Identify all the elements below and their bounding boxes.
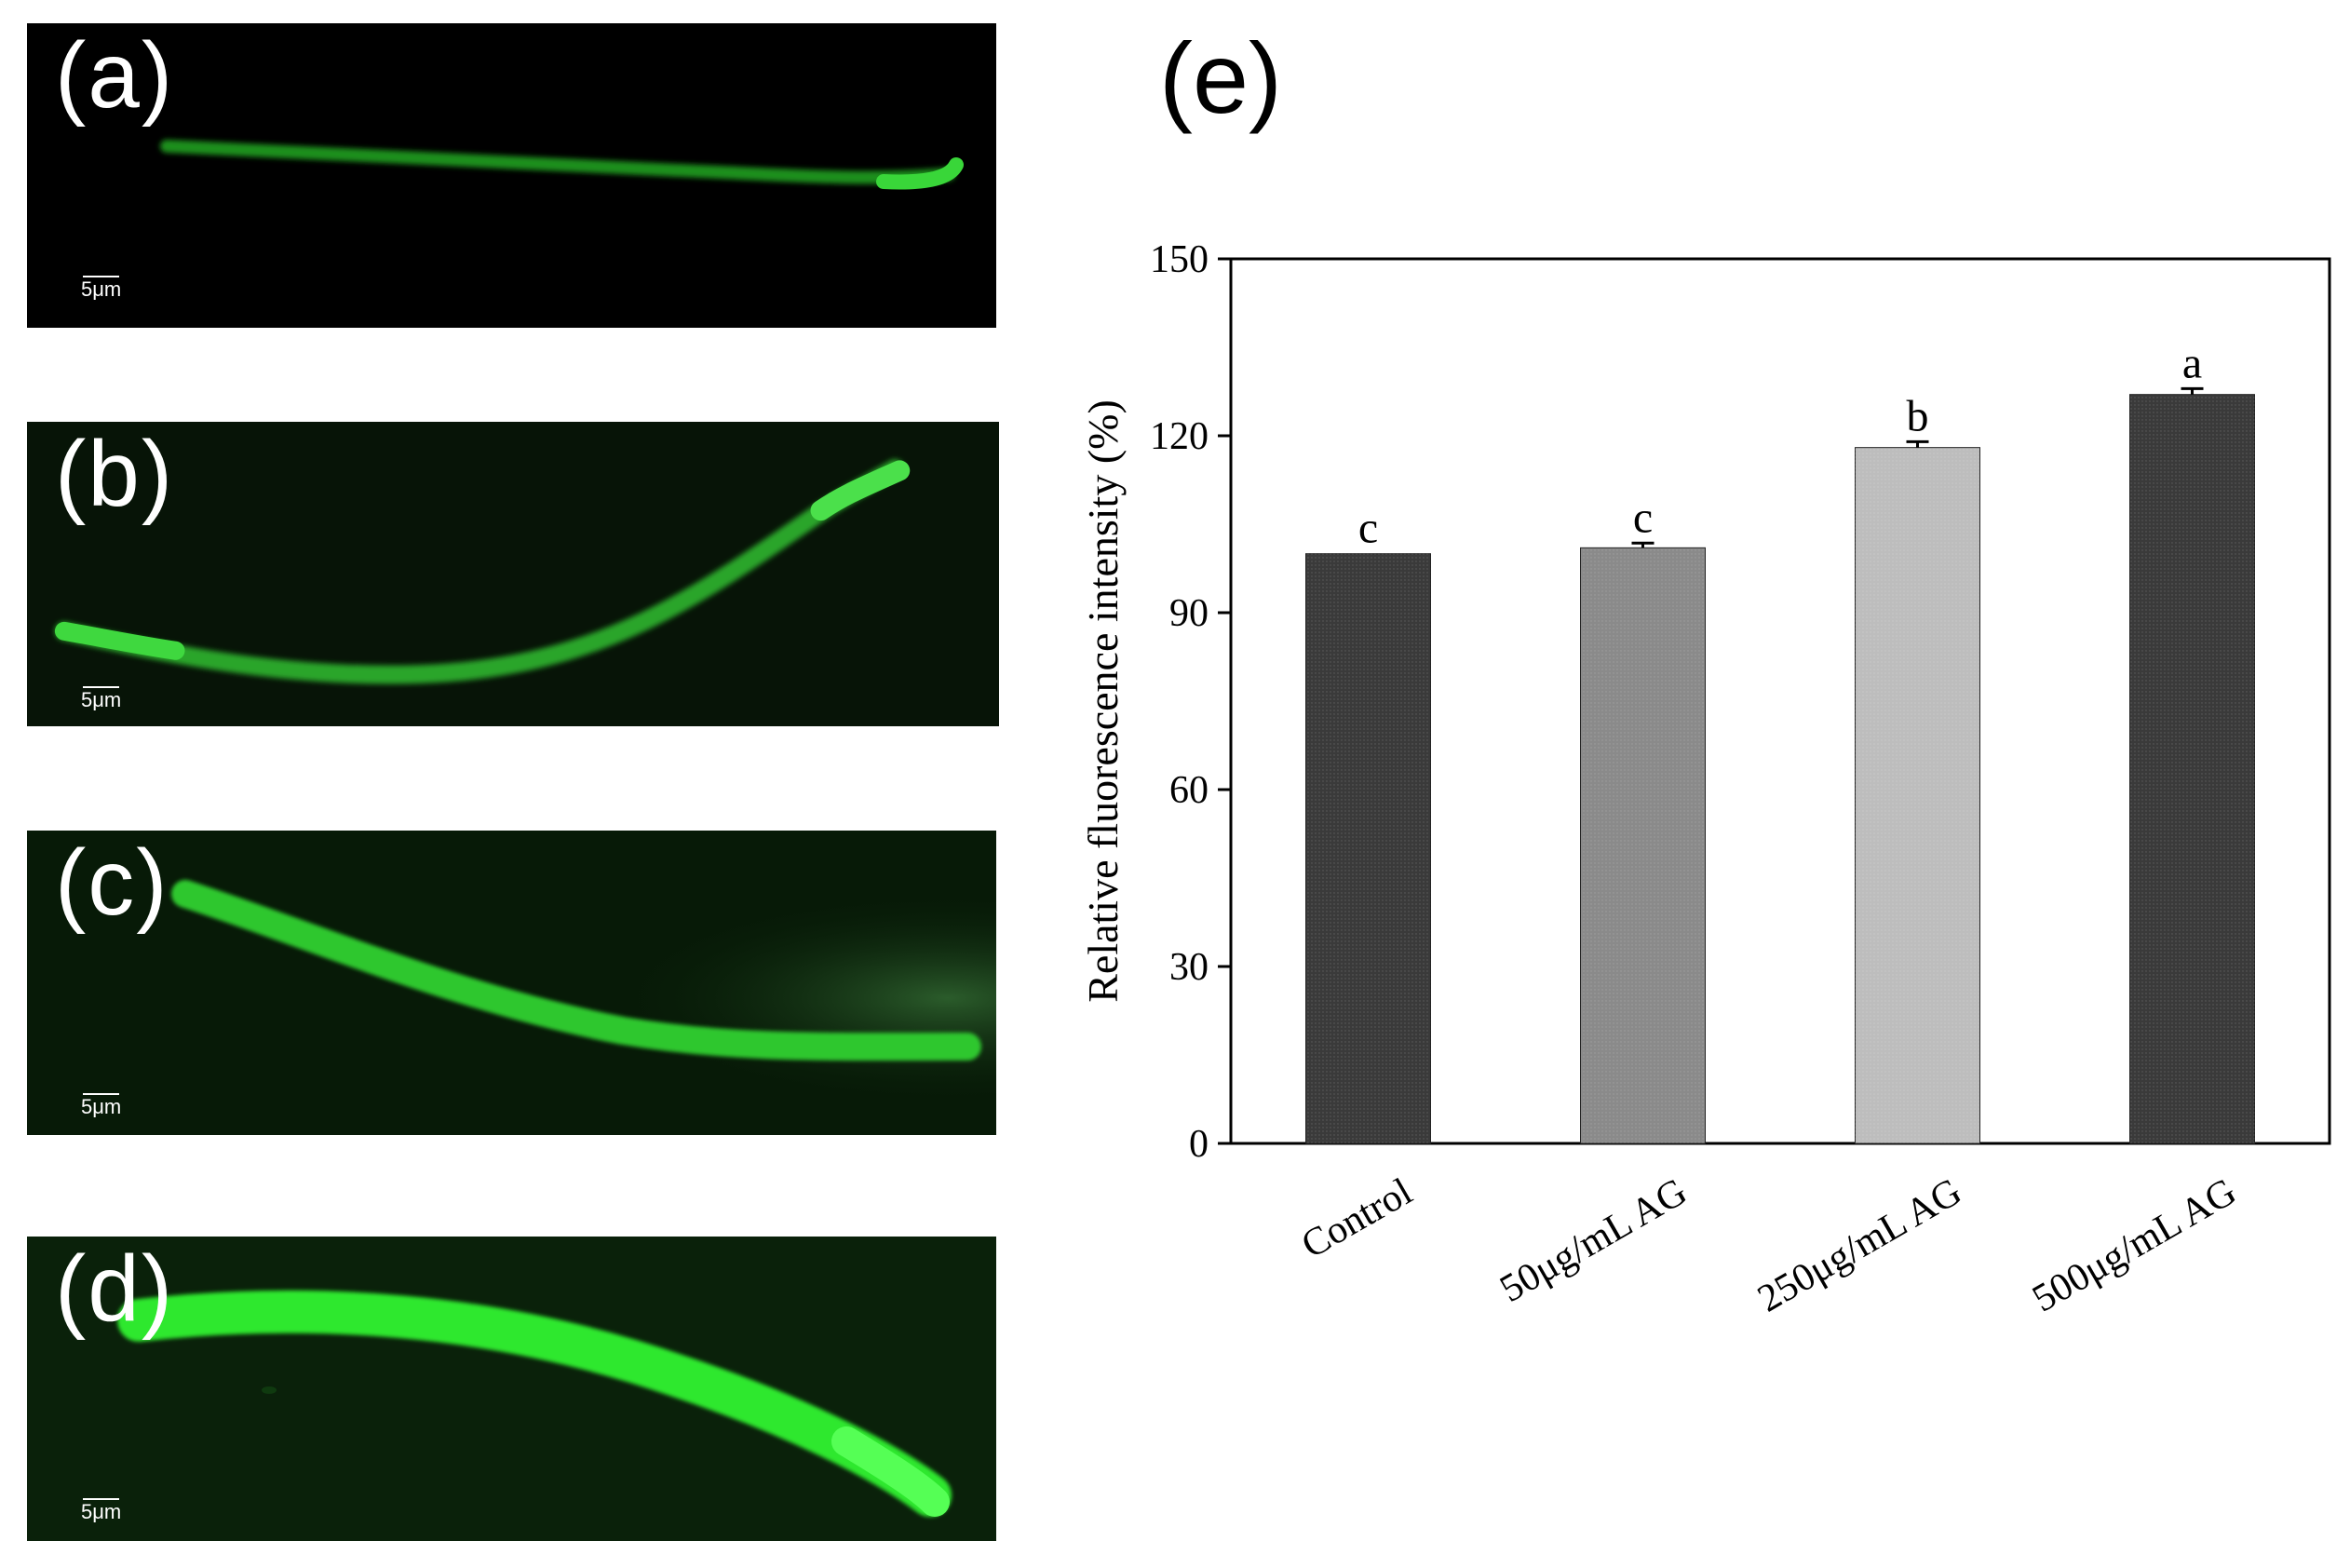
worm-image-d (117, 1290, 952, 1517)
scale-bar-c: 5μm (81, 1093, 122, 1118)
worm-image-a (160, 140, 964, 190)
y-tick-label-3: 90 (1169, 592, 1209, 635)
bar-texture-0 (1305, 553, 1431, 1143)
significance-label-0: c (1358, 504, 1378, 553)
panel-label-e: (e) (1159, 21, 1282, 134)
scale-bar-a: 5μm (81, 276, 122, 301)
y-tick-label-2: 60 (1169, 769, 1209, 812)
micrograph-panel-a: (a) 5μm (27, 23, 996, 328)
y-tick-label-5: 150 (1150, 238, 1209, 281)
significance-label-1: c (1633, 493, 1653, 542)
x-tick-label-2: 250μg/mL AG (1750, 1170, 1968, 1321)
panel-label-b: (b) (55, 422, 175, 526)
bar-texture-1 (1580, 547, 1706, 1143)
y-tick-label-1: 30 (1169, 946, 1209, 989)
micrograph-panel-c: (c) 5μm (27, 831, 996, 1135)
scale-bar-d: 5μm (81, 1498, 122, 1523)
significance-label-2: b (1907, 391, 1929, 440)
worm-image-b (54, 459, 911, 684)
scale-bar-b: 5μm (81, 686, 122, 711)
micrograph-panel-b: (b) 5μm (27, 422, 999, 726)
y-tick-label-0: 0 (1189, 1123, 1209, 1166)
panel-label-a: (a) (55, 23, 175, 128)
x-tick-label-0: Control (1294, 1170, 1419, 1267)
x-tick-label-1: 50μg/mL AG (1493, 1170, 1695, 1311)
y-tick-label-4: 120 (1150, 415, 1209, 458)
bar-texture-3 (2129, 394, 2255, 1143)
plot-frame (1229, 257, 2331, 1145)
y-axis-label: Relative fluorescence intensity (%) (1079, 399, 1127, 1003)
panel-label-c: (c) (55, 831, 169, 935)
micrograph-panel-d: (d) 5μm (27, 1237, 996, 1541)
x-tick-label-3: 500μg/mL AG (2025, 1170, 2243, 1321)
bar-texture-2 (1855, 447, 1980, 1143)
panel-label-d: (d) (55, 1237, 175, 1341)
significance-label-3: a (2182, 338, 2202, 387)
worm-image-c (27, 831, 996, 1135)
bar-chart: 0 30 60 90 120 150 Relative fluorescence inten… (1079, 238, 2331, 1321)
